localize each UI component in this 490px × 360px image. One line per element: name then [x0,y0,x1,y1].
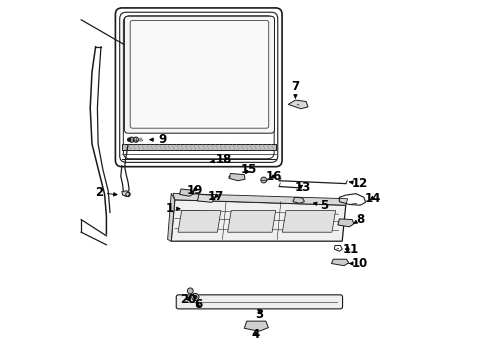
Circle shape [194,296,197,298]
Text: 17: 17 [208,190,224,203]
FancyBboxPatch shape [124,16,274,133]
FancyBboxPatch shape [176,295,343,309]
Polygon shape [179,189,194,196]
Text: 16: 16 [266,170,282,183]
Text: 6: 6 [194,298,202,311]
Circle shape [261,177,267,183]
Polygon shape [331,259,349,266]
Text: 5: 5 [314,199,328,212]
Polygon shape [197,194,215,202]
Polygon shape [122,191,130,197]
Polygon shape [228,211,276,232]
Polygon shape [178,211,221,232]
Text: 11: 11 [343,243,359,256]
Circle shape [192,293,199,301]
Polygon shape [282,211,336,232]
Polygon shape [293,197,304,203]
FancyBboxPatch shape [130,21,269,128]
Text: 12: 12 [349,177,368,190]
Text: 14: 14 [365,192,381,204]
Circle shape [127,138,130,141]
Text: 15: 15 [241,163,257,176]
Text: 20: 20 [180,293,196,306]
Polygon shape [288,100,308,109]
Text: 1: 1 [165,202,180,215]
Text: 4: 4 [252,328,260,341]
Circle shape [133,137,139,142]
Text: 2: 2 [95,186,117,199]
Text: 18: 18 [211,153,232,166]
Circle shape [129,137,134,142]
Text: 8: 8 [353,213,365,226]
Text: 19: 19 [186,184,203,197]
Polygon shape [229,174,245,181]
Circle shape [126,192,130,197]
Text: 10: 10 [349,257,368,270]
Polygon shape [168,193,175,241]
Polygon shape [245,321,269,331]
Polygon shape [338,219,354,227]
Text: 3: 3 [255,309,264,321]
Circle shape [187,288,193,294]
Polygon shape [122,144,275,150]
Circle shape [139,138,142,141]
Text: 9: 9 [150,133,166,146]
Text: 13: 13 [294,181,311,194]
Text: 7: 7 [292,80,299,98]
Polygon shape [178,297,341,307]
Polygon shape [171,200,346,241]
Polygon shape [173,193,347,205]
